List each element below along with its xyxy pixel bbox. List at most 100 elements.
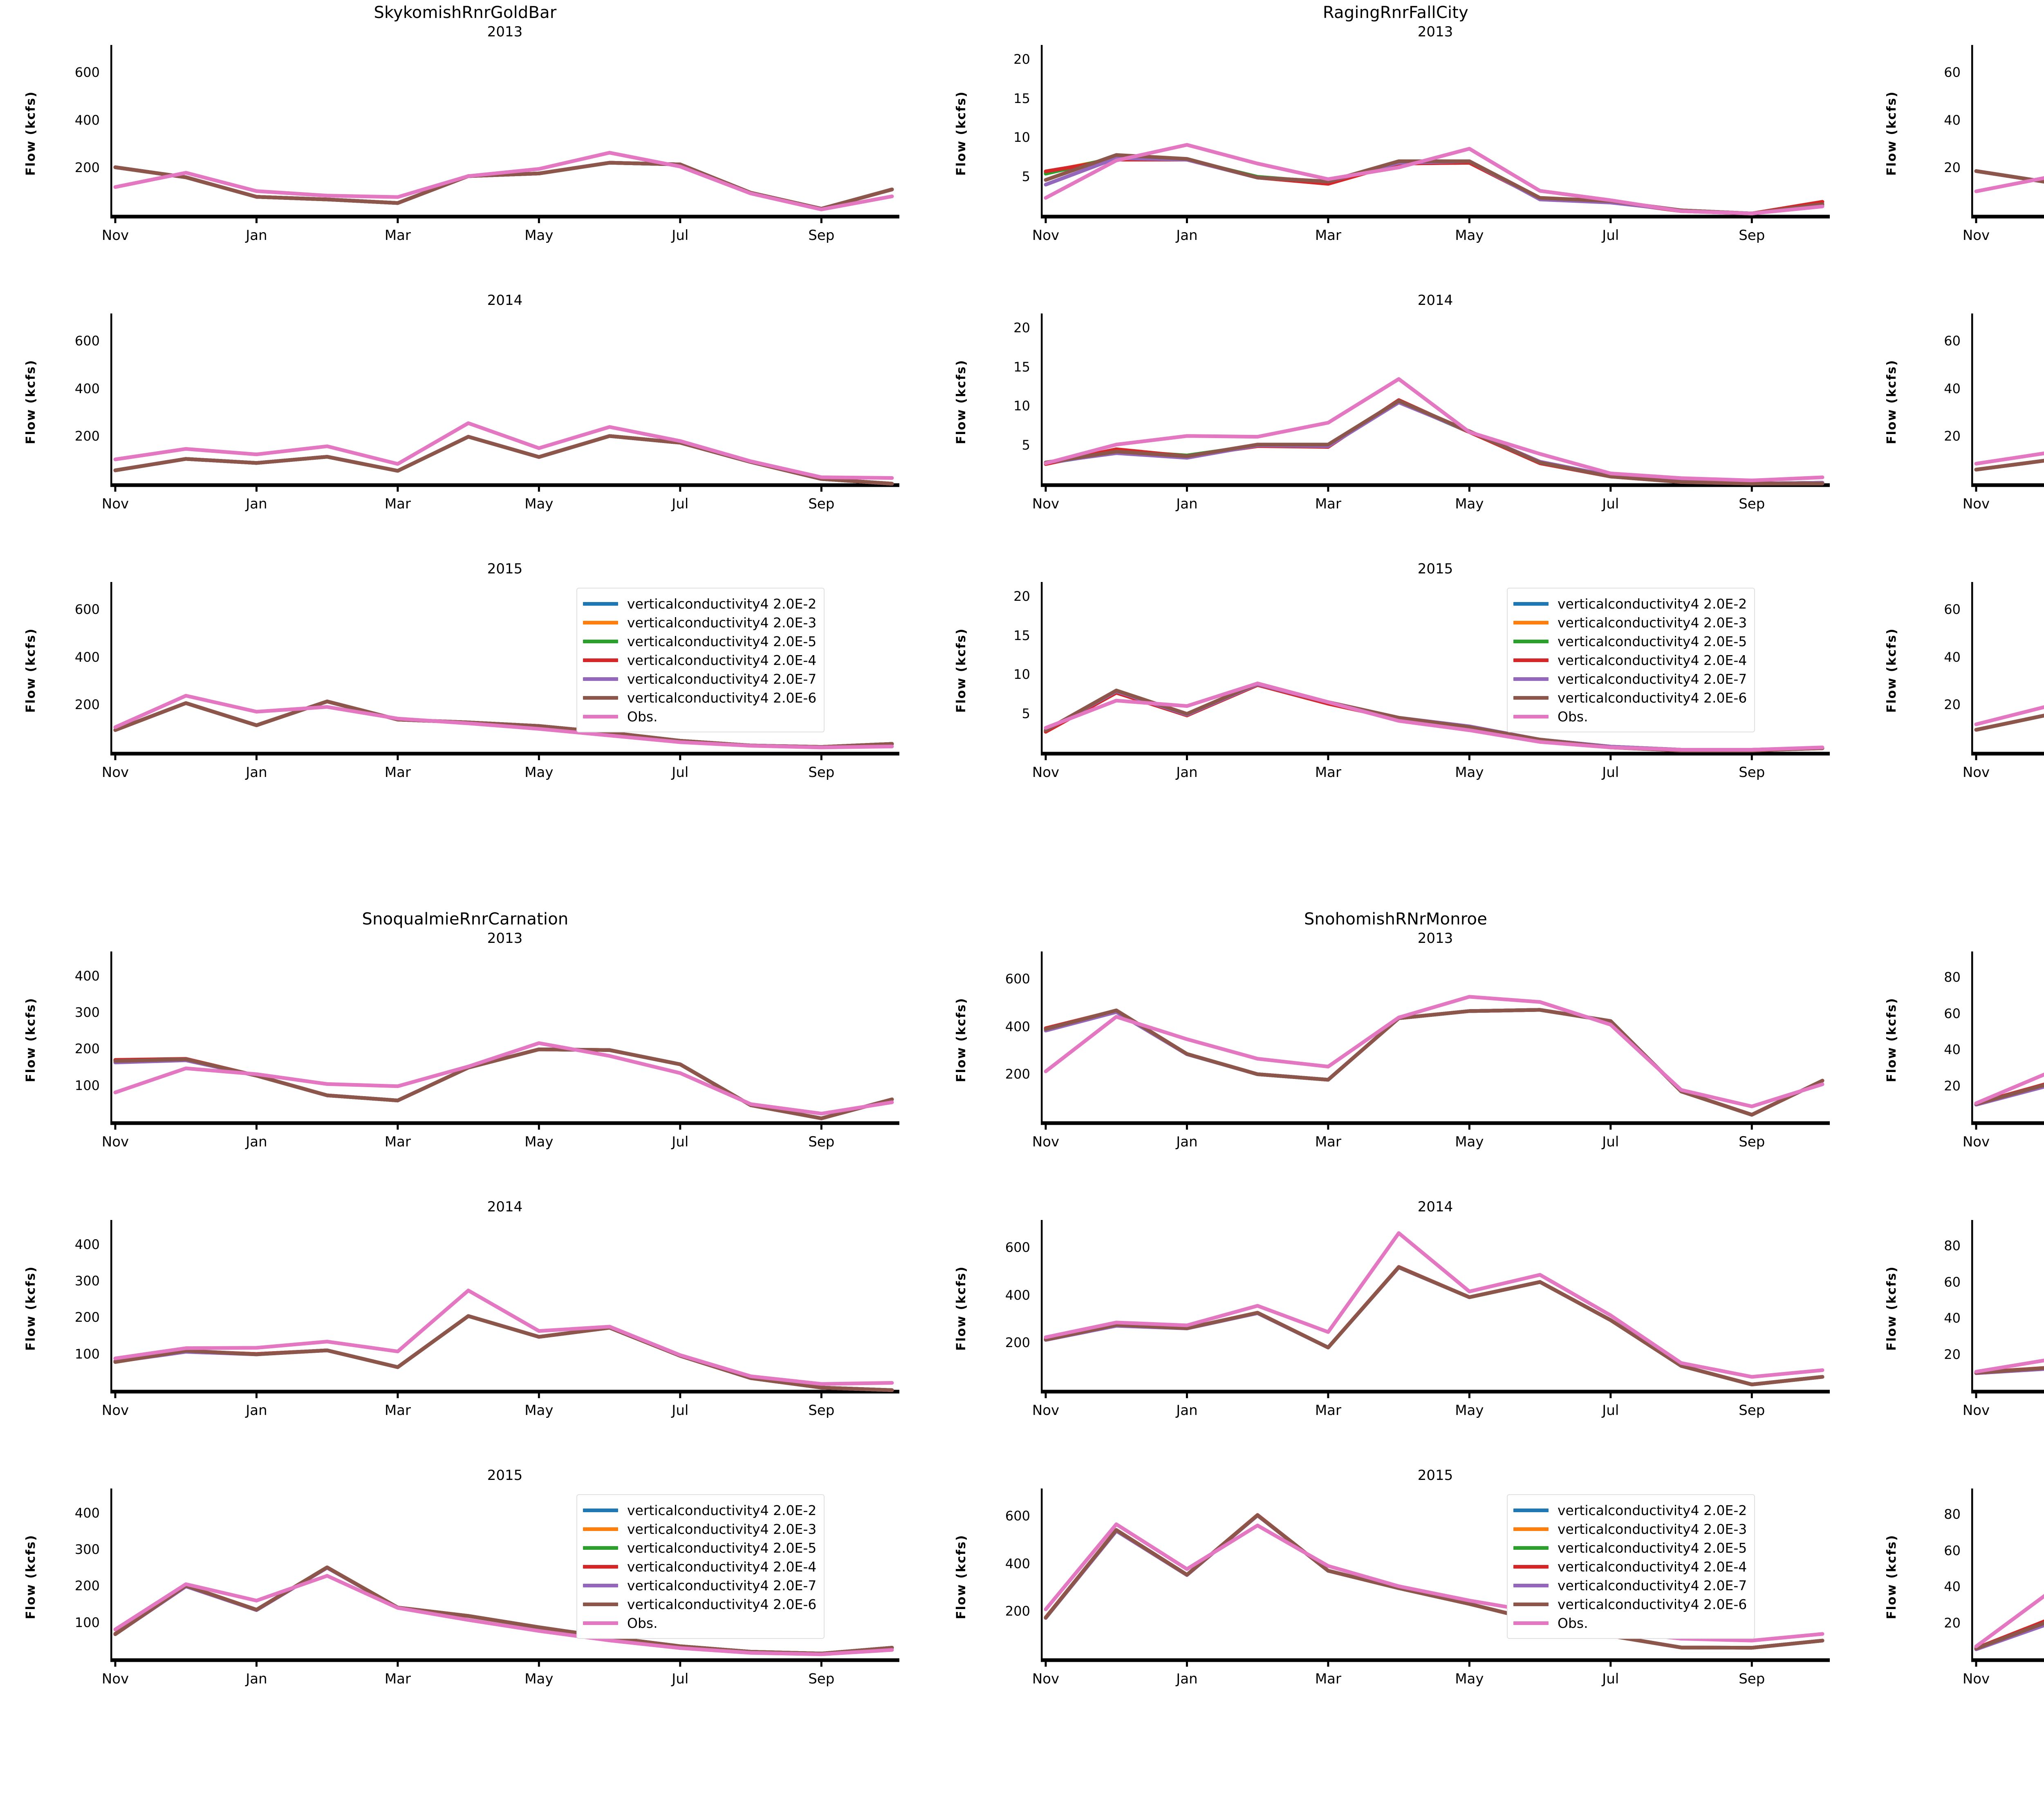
legend-label: verticalconductivity4 2.0E-7 — [1558, 1577, 1747, 1594]
legend-item[interactable]: Obs. — [1513, 1614, 1747, 1632]
x-tick-label: Sep — [808, 1134, 835, 1150]
legend-item[interactable]: verticalconductivity4 2.0E-5 — [583, 632, 816, 651]
legend-item[interactable]: verticalconductivity4 2.0E-2 — [583, 1501, 816, 1520]
x-tick-label: May — [1455, 764, 1484, 781]
y-tick-label: 60 — [1944, 333, 1961, 349]
legend-item[interactable]: verticalconductivity4 2.0E-4 — [583, 651, 816, 669]
legend-item[interactable]: verticalconductivity4 2.0E-4 — [1513, 651, 1747, 669]
series-line — [1044, 399, 1824, 486]
legend-item[interactable]: verticalconductivity4 2.0E-7 — [1513, 669, 1747, 688]
column-title-skykomish: SkykomishRnrGoldBar — [374, 3, 557, 22]
x-tick-label: May — [524, 227, 554, 244]
legend-item[interactable]: verticalconductivity4 2.0E-2 — [1513, 594, 1747, 613]
x-tick-label: Nov — [1962, 764, 1990, 781]
series-line — [1044, 399, 1824, 486]
legend-color-swatch — [1513, 1527, 1549, 1531]
series-line — [1044, 156, 1824, 215]
panel-ragingrnrfallcity-2015: 2015 Flow (kcfs) 5 10 15 20 Nov Jan Mar May Jul Sep… — [939, 561, 1853, 806]
panel-snoqualmiernrcarnation-2013: 2013 Flow (kcfs) 100 200 300 400 Nov Jan Mar May J… — [8, 930, 922, 1175]
legend-item[interactable]: verticalconductivity4 2.0E-3 — [1513, 1520, 1747, 1538]
y-tick-label: 600 — [74, 333, 100, 349]
y-tick-label: 80 — [1944, 1506, 1961, 1522]
plot-area: 100 200 300 400 Nov Jan Mar May Jul Sep — [75, 951, 899, 1150]
y-tick-label: 200 — [1005, 1066, 1030, 1082]
legend-item[interactable]: verticalconductivity4 2.0E-7 — [583, 669, 816, 688]
legend-item[interactable]: verticalconductivity4 2.0E-7 — [583, 1576, 816, 1595]
legend-color-swatch — [1513, 1621, 1549, 1625]
x-tick-label: Nov — [1032, 1402, 1060, 1419]
y-tick-label: 40 — [1944, 1310, 1961, 1326]
series-line — [113, 1041, 894, 1116]
series-line — [113, 1574, 894, 1656]
legend-item[interactable]: verticalconductivity4 2.0E-4 — [1513, 1557, 1747, 1576]
legend-item[interactable]: verticalconductivity4 2.0E-6 — [583, 688, 816, 707]
column-title-snoqualmie: SnoqualmieRnrCarnation — [362, 910, 569, 929]
legend-item[interactable]: verticalconductivity4 2.0E-4 — [583, 1557, 816, 1576]
legend-item[interactable]: verticalconductivity4 2.0E-6 — [1513, 1595, 1747, 1614]
plot-area: 200 400 600 Nov Jan Mar May Jul Sep — [75, 313, 899, 512]
panel-year-title: 2014 — [487, 1199, 523, 1215]
y-tick-label: 400 — [74, 968, 100, 984]
legend-color-swatch — [583, 602, 618, 606]
panel-snoqualmiernrcarnation-2015: 2015 Flow (kcfs) 100 200 300 400 Nov Jan Mar May J… — [8, 1467, 922, 1712]
y-tick-label: 200 — [74, 1578, 100, 1594]
x-tick-label: Jan — [1176, 1402, 1198, 1419]
y-axis-label: Flow (kcfs) — [954, 997, 968, 1082]
legend-item[interactable]: verticalconductivity4 2.0E-3 — [583, 1520, 816, 1538]
panel-snohomishrnrmonroe-2013: 2013 Flow (kcfs) 200 400 600 Nov Jan Mar May Jul S… — [939, 930, 1853, 1175]
legend-item[interactable]: verticalconductivity4 2.0E-6 — [583, 1595, 816, 1614]
x-tick-label: Mar — [384, 1402, 411, 1419]
y-axis-label: Flow (kcfs) — [24, 997, 38, 1082]
legend-item[interactable]: Obs. — [583, 707, 816, 726]
legend-label: Obs. — [1558, 708, 1588, 725]
x-tick-label: Mar — [384, 1671, 411, 1687]
y-tick-label: 80 — [1944, 969, 1961, 985]
legend-item[interactable]: verticalconductivity4 2.0E-2 — [583, 594, 816, 613]
x-tick-label: Jul — [1602, 1134, 1619, 1150]
legend-item[interactable]: verticalconductivity4 2.0E-6 — [1513, 688, 1747, 707]
legend-label: verticalconductivity4 2.0E-3 — [627, 614, 817, 631]
column-title-raging: RagingRnrFallCity — [1322, 3, 1469, 22]
y-tick-label: 20 — [1944, 697, 1961, 713]
x-tick-label: May — [524, 1671, 554, 1687]
x-tick-label: Nov — [1962, 496, 1990, 512]
legend-item[interactable]: verticalconductivity4 2.0E-5 — [1513, 632, 1747, 651]
legend-item[interactable]: verticalconductivity4 2.0E-3 — [1513, 613, 1747, 632]
x-tick-label: Jan — [246, 496, 267, 512]
series-line — [1974, 1359, 2044, 1374]
legend-label: verticalconductivity4 2.0E-5 — [627, 1540, 817, 1556]
legend-item[interactable]: Obs. — [583, 1614, 816, 1632]
y-tick-label: 10 — [1013, 130, 1030, 145]
legend-item[interactable]: verticalconductivity4 2.0E-3 — [583, 613, 816, 632]
y-tick-label: 15 — [1013, 627, 1030, 643]
x-tick-label: May — [524, 1134, 554, 1150]
y-tick-label: 200 — [1005, 1603, 1030, 1619]
panel-year-title: 2014 — [1417, 1199, 1453, 1215]
series-line — [1974, 714, 2044, 732]
plot-area: 200 400 600 Nov Jan Mar May Jul Sep — [1005, 1488, 1830, 1687]
legend-item[interactable]: verticalconductivity4 2.0E-5 — [1513, 1538, 1747, 1557]
x-tick-label: Mar — [384, 227, 411, 244]
y-axis-label: Flow (kcfs) — [954, 1266, 968, 1351]
legend-color-swatch — [1513, 1565, 1549, 1569]
legend-item[interactable]: verticalconductivity4 2.0E-7 — [1513, 1576, 1747, 1595]
legend-label: Obs. — [627, 708, 658, 725]
legend-color-swatch — [583, 696, 618, 700]
x-tick-label: Jul — [1602, 764, 1619, 781]
legend: verticalconductivity4 2.0E-2 verticalcond… — [576, 1494, 825, 1639]
legend-item[interactable]: verticalconductivity4 2.0E-2 — [1513, 1501, 1747, 1520]
x-tick-label: Jul — [672, 496, 689, 512]
legend-item[interactable]: verticalconductivity4 2.0E-5 — [583, 1538, 816, 1557]
y-tick-label: 200 — [74, 428, 100, 444]
y-tick-label: 200 — [74, 697, 100, 713]
x-tick-label: Mar — [1315, 764, 1341, 781]
x-tick-label: Sep — [808, 227, 835, 244]
series-line — [1044, 156, 1824, 215]
x-tick-label: Jan — [1176, 1134, 1198, 1150]
panel-skykomishrnrgoldbar-2014: 2014 Flow (kcfs) 200 400 600 Nov Jan Mar May Jul S… — [8, 292, 922, 537]
legend-label: verticalconductivity4 2.0E-6 — [627, 689, 817, 706]
x-tick-label: Jan — [246, 1134, 267, 1150]
legend-item[interactable]: Obs. — [1513, 707, 1747, 726]
